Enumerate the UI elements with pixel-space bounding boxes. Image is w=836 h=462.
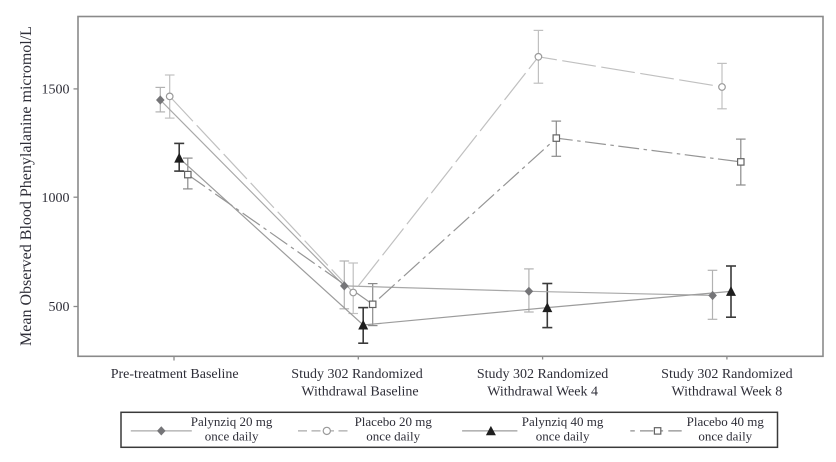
svg-text:1000: 1000 — [42, 191, 70, 206]
svg-text:once daily: once daily — [698, 428, 752, 443]
svg-text:Study 302 Randomized: Study 302 Randomized — [291, 367, 422, 382]
svg-text:once daily: once daily — [366, 428, 420, 443]
svg-text:500: 500 — [49, 300, 70, 315]
svg-text:Mean Observed Blood Phenylalan: Mean Observed Blood Phenylalanine microm… — [18, 26, 35, 346]
svg-text:Study 302 Randomized: Study 302 Randomized — [477, 367, 608, 382]
svg-text:Withdrawal Week 8: Withdrawal Week 8 — [672, 385, 783, 400]
svg-text:Placebo 20 mg: Placebo 20 mg — [355, 414, 433, 429]
svg-text:Palynziq 40 mg: Palynziq 40 mg — [522, 414, 604, 429]
svg-text:Withdrawal Baseline: Withdrawal Baseline — [301, 385, 418, 400]
svg-text:Study 302 Randomized: Study 302 Randomized — [661, 367, 792, 382]
svg-text:Placebo 40 mg: Placebo 40 mg — [687, 414, 765, 429]
svg-text:Pre-treatment Baseline: Pre-treatment Baseline — [111, 367, 239, 382]
svg-text:once daily: once daily — [536, 428, 590, 443]
svg-text:1500: 1500 — [42, 83, 70, 98]
svg-text:Withdrawal Week 4: Withdrawal Week 4 — [487, 385, 598, 400]
svg-text:Palynziq 20 mg: Palynziq 20 mg — [191, 414, 273, 429]
svg-text:once daily: once daily — [205, 428, 259, 443]
